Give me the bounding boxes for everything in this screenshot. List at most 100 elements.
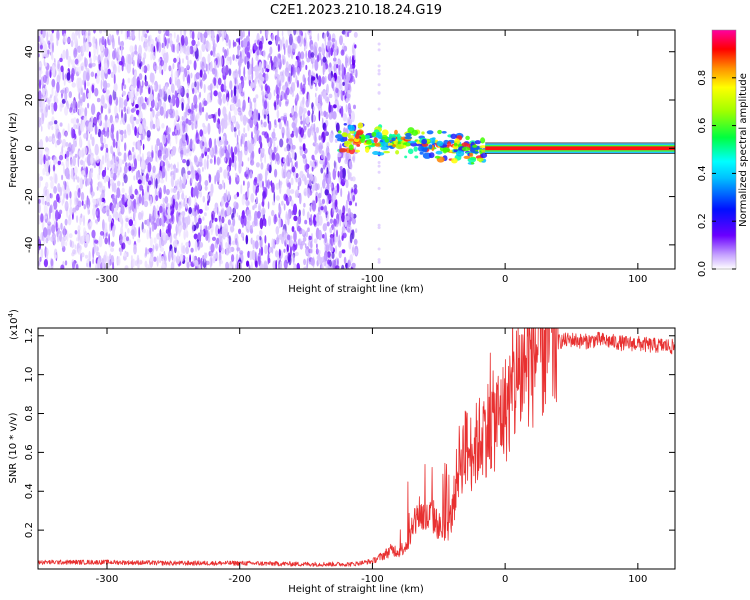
- spectrogram-cell: [220, 148, 225, 157]
- spectrogram-cell: [377, 226, 381, 230]
- spectrogram-cell: [321, 198, 326, 205]
- spectrogram-cell: [291, 166, 296, 173]
- spectrogram-cell: [331, 259, 336, 269]
- spectrogram-cell: [119, 193, 123, 199]
- spectrogram-cell: [335, 45, 338, 57]
- spectrogram-cell: [81, 200, 84, 206]
- spectrogram-cell: [66, 150, 70, 158]
- spectrogram-cell: [69, 191, 72, 199]
- spectrogram-cell: [264, 83, 268, 92]
- spectrogram-cell: [341, 62, 344, 75]
- spectrogram-cell: [227, 152, 230, 161]
- spectrogram-cell: [254, 251, 257, 261]
- spectrogram-cell: [193, 155, 198, 163]
- spectrogram-cell: [45, 103, 49, 113]
- spectrogram-cell: [285, 39, 289, 48]
- spectrogram-cell: [377, 91, 381, 95]
- spectrogram-cell: [377, 64, 381, 68]
- spectrogram-cell: [51, 224, 56, 234]
- spectrogram-cell: [127, 77, 131, 84]
- spectrogram-cell: [165, 51, 169, 64]
- spectrogram-cell: [377, 107, 381, 111]
- spectrogram-cell: [345, 56, 348, 69]
- spectrogram-cell: [45, 172, 50, 177]
- spectrogram-cell: [249, 101, 253, 109]
- spectrogram-cell: [305, 64, 308, 71]
- spectrogram-cell: [170, 170, 174, 176]
- spectrogram-cell: [74, 58, 79, 65]
- spectrogram-cell: [276, 145, 279, 152]
- spectrogram-cell: [346, 215, 350, 221]
- spectrogram-cell: [311, 232, 313, 244]
- spectrogram-cell: [272, 136, 277, 141]
- spectrogram-cell: [342, 177, 347, 183]
- spectrogram-cell: [284, 119, 286, 125]
- spectrogram-cell: [230, 103, 235, 111]
- spectrogram-tone: [470, 162, 475, 165]
- spectrogram-cell: [315, 79, 319, 84]
- spectrogram-cell: [232, 151, 235, 164]
- spectrogram-tone: [380, 146, 389, 151]
- spectrogram-cell: [121, 187, 125, 194]
- spectrogram-cell: [247, 68, 252, 76]
- spectrogram-cell: [159, 205, 163, 213]
- spectrogram-cell: [194, 114, 196, 127]
- spectrogram-cell: [262, 189, 267, 199]
- spectrogram-cell: [266, 30, 268, 39]
- spectrogram-cell: [145, 263, 149, 269]
- spectrogram-cell: [121, 242, 126, 250]
- spectrogram-cell: [165, 147, 169, 159]
- spectrogram-cell: [166, 109, 171, 114]
- spectrogram-cell: [136, 87, 139, 93]
- spectrogram-cell: [233, 85, 237, 97]
- spectrogram-cell: [132, 30, 135, 39]
- spectrogram-cell: [268, 53, 271, 58]
- spectrogram-cell: [126, 108, 129, 114]
- spectrogram-cell: [269, 60, 271, 65]
- spectrogram-cell: [135, 170, 139, 181]
- spectrogram-cell: [95, 74, 100, 84]
- spectrogram-cell: [181, 34, 185, 46]
- spectrogram-cell: [315, 126, 319, 134]
- spectrogram-cell: [116, 201, 120, 209]
- spectrogram-cell: [88, 170, 92, 183]
- spectrogram-cell: [73, 47, 78, 58]
- spectrogram-cell: [220, 83, 225, 92]
- spectrogram-tone: [365, 141, 372, 145]
- spectrogram-cell: [93, 30, 96, 34]
- spectrogram-cell: [303, 37, 307, 47]
- spectrogram-cell: [223, 79, 226, 90]
- spectrogram-cell: [243, 180, 245, 186]
- spectrogram-cell: [161, 166, 166, 177]
- spectrogram-cell: [102, 185, 106, 190]
- spectrogram-cell: [244, 46, 249, 55]
- spectrogram-cell: [218, 30, 223, 34]
- spectrogram-cell: [322, 223, 327, 232]
- spectrogram-cell: [258, 173, 263, 181]
- spectrogram-tone: [374, 142, 381, 147]
- spectrogram-cell: [205, 112, 209, 122]
- spectrogram-cell: [178, 64, 183, 74]
- spectrogram-cell: [140, 159, 145, 170]
- spectrogram-cell: [238, 228, 242, 235]
- spectrogram-cell: [138, 103, 142, 112]
- spectrogram-cell: [351, 44, 355, 55]
- spectrogram-cell: [308, 75, 311, 87]
- spectrogram-cell: [277, 74, 282, 81]
- spectrogram-cell: [226, 205, 231, 217]
- spectrogram-cell: [235, 121, 239, 130]
- spectrogram-cell: [173, 233, 177, 239]
- spectrogram-cell: [333, 104, 337, 109]
- spectrogram-cell: [66, 230, 69, 242]
- spectrogram-cell: [231, 115, 235, 123]
- spectrogram-cell: [317, 256, 323, 265]
- spectrogram-cell: [135, 104, 139, 109]
- spectrogram-cell: [134, 188, 138, 195]
- spectrogram-cell: [290, 246, 295, 251]
- spectrogram-cell: [45, 53, 49, 58]
- spectrogram-cell: [186, 215, 191, 226]
- spectrogram-cell: [319, 159, 324, 165]
- spectrogram-cell: [134, 50, 138, 55]
- spectrogram-cell: [288, 63, 292, 72]
- colorbar-tick-label: 0.2: [697, 213, 708, 229]
